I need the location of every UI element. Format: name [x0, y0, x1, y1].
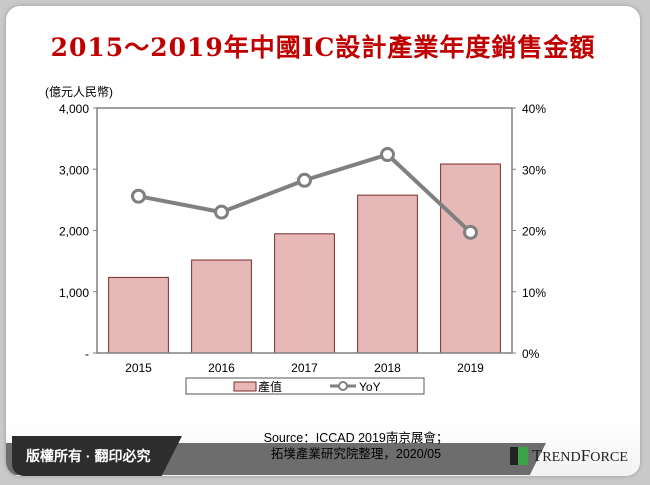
source-line-1: Source：ICCAD 2019南京展會； [263, 431, 449, 445]
x-tick-label: 2019 [457, 361, 484, 375]
slide-panel: 2015～2019年中國IC設計產業年度銷售金額 (億元人民幣) 2015 2016… [6, 6, 640, 476]
logo-mark-icon [509, 447, 528, 465]
bar-2019 [440, 163, 501, 354]
y-tick-label: 4,000 [59, 102, 89, 116]
trendforce-logo: TRENDFORCE [509, 446, 628, 466]
x-tick-label: 2018 [374, 361, 401, 375]
y2-tick-label: 10% [522, 286, 546, 300]
yoy-point-2019 [463, 224, 478, 240]
y2-tick-label: 40% [522, 102, 546, 116]
footer: 版權所有 · 翻印必究 Source：ICCAD 2019南京展會； 拓墣產業研… [6, 424, 640, 476]
y-tick-label: - [85, 347, 89, 361]
y-axis-label: (億元人民幣) [45, 85, 113, 99]
yoy-point-2017 [297, 172, 312, 188]
source-line-2: 拓墣產業研究院整理，2020/05 [270, 447, 442, 461]
y2-tick-label: 0% [522, 347, 540, 361]
legend-swatch-bar [233, 381, 257, 392]
y-tick-label: 1,000 [59, 286, 89, 300]
copyright-text: 版權所有 · 翻印必究 [12, 436, 182, 476]
bar-2017 [274, 233, 335, 354]
bar-2015 [108, 276, 169, 354]
legend-label-line: YoY [359, 380, 381, 394]
x-tick-label: 2016 [208, 361, 235, 375]
bar-2018 [357, 194, 418, 354]
chart: (億元人民幣) 2015 2016 2017 2018 2019 - 1,000 2,000 3,… [45, 85, 546, 395]
legend-box [185, 377, 425, 395]
x-tick-label: 2015 [125, 361, 152, 375]
y2-tick-label: 20% [522, 225, 546, 239]
chart-title: 2015～2019年中國IC設計產業年度銷售金額 [50, 33, 596, 62]
yoy-point-2015 [131, 188, 146, 204]
yoy-point-2016 [214, 204, 229, 220]
y-tick-label: 3,000 [59, 163, 89, 177]
y-tick-label: 2,000 [59, 225, 89, 239]
bar-2016 [191, 259, 252, 354]
y2-tick-label: 30% [522, 163, 546, 177]
yoy-point-2018 [380, 147, 395, 163]
source-text: Source：ICCAD 2019南京展會； 拓墣產業研究院整理，2020/05 [206, 430, 506, 462]
x-tick-label: 2017 [291, 361, 318, 375]
legend-swatch-marker [338, 381, 348, 391]
legend-label-bar: 產值 [258, 379, 282, 394]
yoy-line [138, 152, 472, 234]
